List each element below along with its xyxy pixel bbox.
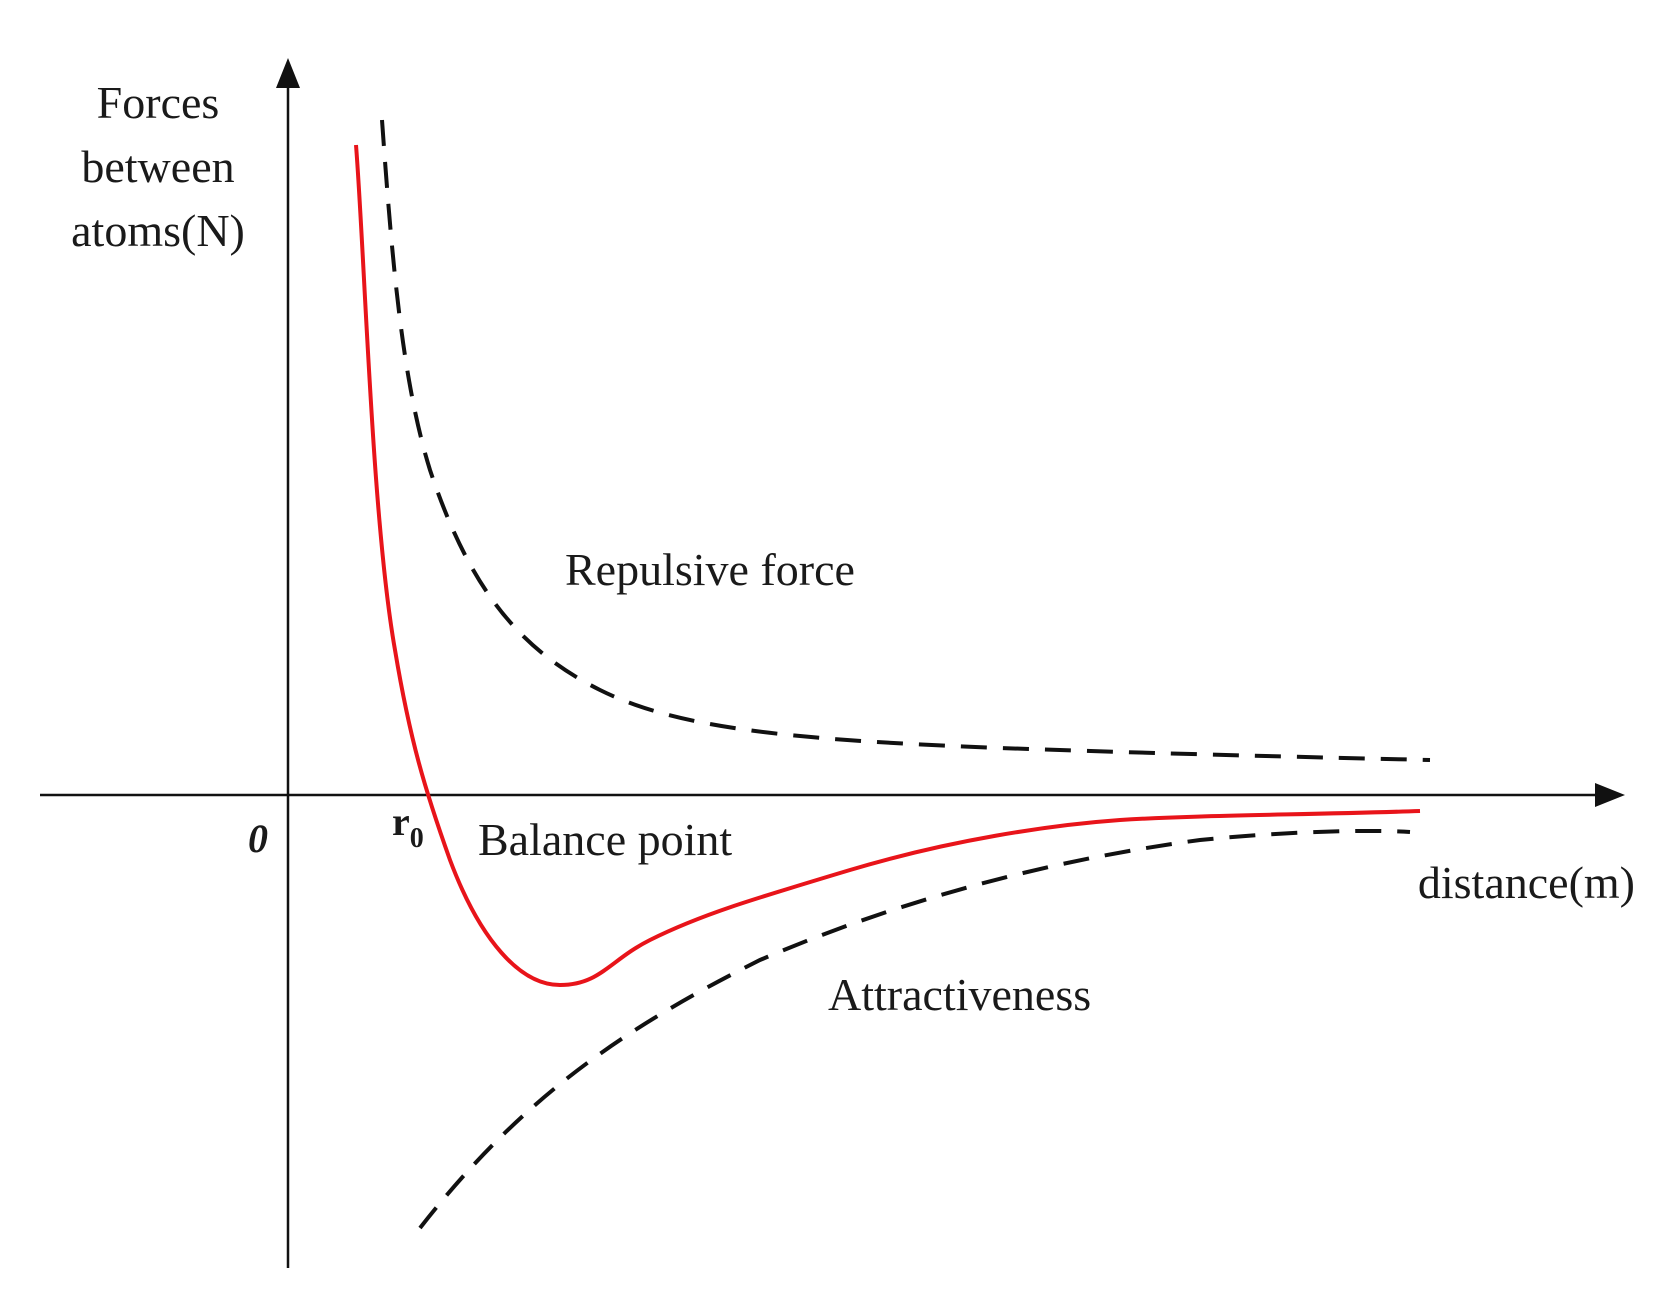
attractiveness-label: Attractiveness: [828, 969, 1091, 1020]
y-axis-label-line-2: between: [81, 141, 234, 192]
y-axis-arrow-icon: [276, 58, 300, 88]
repulsive-force-curve: [380, 119, 1431, 762]
r0-subscript: 0: [410, 823, 424, 854]
attractive-force-curve: [418, 828, 1411, 1230]
origin-label: 0: [248, 816, 268, 861]
y-axis-label-line-3: atoms(N): [71, 205, 245, 256]
balance-point-label: Balance point: [478, 814, 732, 865]
net-force-curve: [354, 144, 1421, 988]
r0-symbol: r: [392, 799, 410, 844]
repulsive-force-label: Repulsive force: [565, 544, 855, 595]
x-axis-label: distance(m): [1418, 857, 1635, 908]
x-axis-arrow-icon: [1595, 783, 1625, 807]
y-axis-label-line-1: Forces: [97, 77, 220, 128]
r0-label: r0: [392, 799, 424, 854]
